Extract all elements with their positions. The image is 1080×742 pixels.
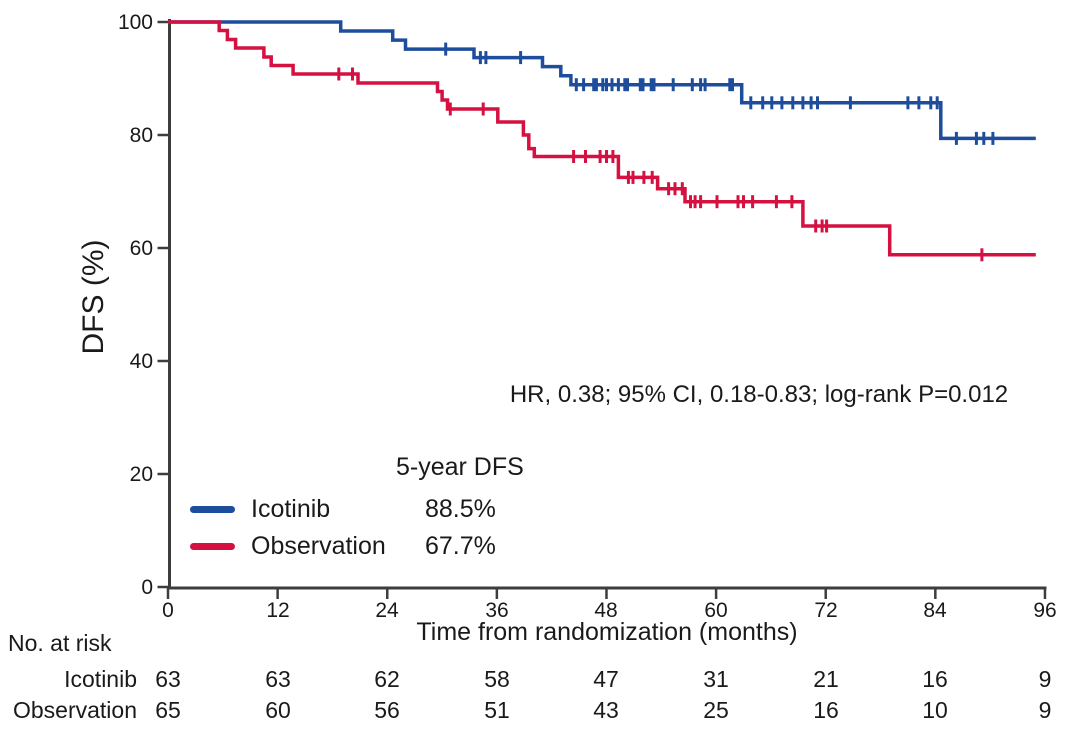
risk-count: 63 — [265, 666, 291, 692]
y-tick-label: 0 — [141, 576, 153, 599]
y-tick-label: 60 — [129, 237, 153, 260]
y-tick-label: 100 — [117, 11, 153, 34]
risk-row-label: Icotinib — [64, 666, 137, 692]
risk-count: 25 — [703, 697, 729, 723]
risk-row-label: Observation — [12, 697, 137, 723]
y-tick-label: 80 — [129, 124, 153, 147]
risk-count: 16 — [922, 666, 948, 692]
x-tick-label: 0 — [162, 599, 174, 622]
risk-count: 65 — [155, 697, 181, 723]
risk-count: 47 — [593, 666, 619, 692]
observation-legend-swatch — [190, 543, 235, 550]
icotinib-legend-value: 88.5% — [425, 495, 496, 523]
x-tick-label: 36 — [485, 599, 509, 622]
x-tick-label: 12 — [266, 599, 290, 622]
risk-count: 56 — [374, 697, 400, 723]
stats-annotation: HR, 0.38; 95% CI, 0.18-0.83; log-rank P=… — [509, 381, 1009, 408]
x-axis-title: Time from randomization (months) — [416, 618, 798, 646]
x-tick-label: 84 — [923, 599, 947, 622]
risk-count: 10 — [922, 697, 948, 723]
risk-count: 31 — [703, 666, 729, 692]
risk-table-title: No. at risk — [8, 630, 112, 656]
observation-censor-ticks — [337, 67, 984, 262]
icotinib-legend-swatch — [190, 506, 235, 513]
x-tick-label: 96 — [1033, 599, 1057, 622]
icotinib-curve — [168, 20, 1036, 141]
observation-legend-value: 67.7% — [425, 532, 496, 560]
icotinib-legend-label: Icotinib — [251, 495, 331, 523]
observation-curve — [168, 20, 1036, 257]
icotinib-censor-ticks — [444, 42, 995, 145]
risk-count: 60 — [265, 697, 291, 723]
risk-count: 43 — [593, 697, 619, 723]
x-tick-label: 48 — [594, 599, 618, 622]
risk-count: 51 — [484, 697, 510, 723]
x-tick-label: 24 — [375, 599, 399, 622]
risk-count: 9 — [1038, 697, 1052, 723]
legend-header: 5-year DFS — [396, 453, 524, 481]
risk-count: 63 — [155, 666, 181, 692]
risk-count: 21 — [813, 666, 839, 692]
risk-count: 9 — [1038, 666, 1052, 692]
observation-legend-label: Observation — [251, 532, 386, 560]
y-tick-label: 40 — [129, 350, 153, 373]
risk-count: 16 — [813, 697, 839, 723]
x-tick-label: 72 — [814, 599, 838, 622]
y-tick-label: 20 — [129, 463, 153, 486]
x-tick-label: 60 — [704, 599, 728, 622]
risk-count: 62 — [374, 666, 400, 692]
risk-count: 58 — [484, 666, 510, 692]
